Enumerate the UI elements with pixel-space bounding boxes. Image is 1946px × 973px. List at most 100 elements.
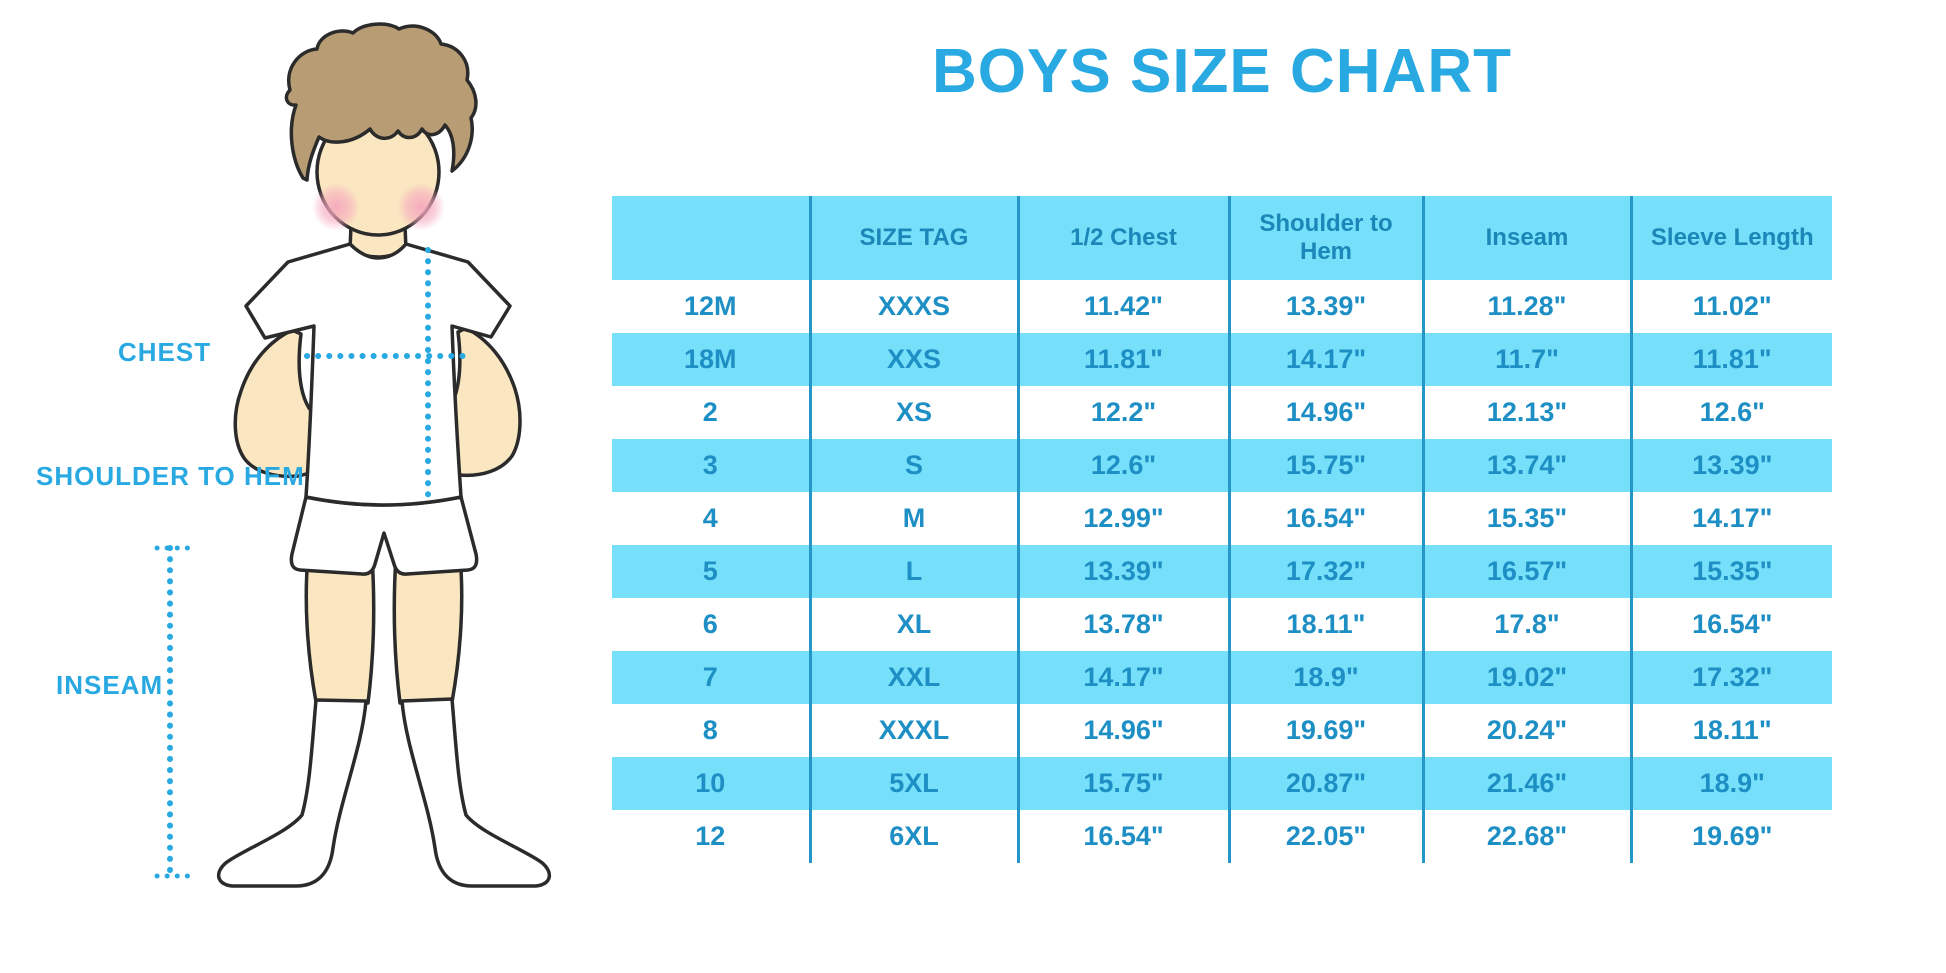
measurement-cell: 11.81": [1018, 333, 1231, 386]
measurement-cell: 12.6": [1631, 386, 1832, 439]
measurement-cell: 6XL: [810, 810, 1020, 863]
measurement-cell: 11.42": [1018, 280, 1231, 333]
size-row-4: 4 M 12.99" 16.54" 15.35" 14.17": [612, 492, 1832, 545]
size-table: SIZE TAG 1/2 Chest Shoulder to Hem Inseam Sl…: [612, 196, 1832, 863]
column-header-1-2-chest: 1/2 Chest: [1018, 196, 1231, 280]
measurement-cell: 15.35": [1423, 492, 1633, 545]
measurement-cell: 18.9": [1229, 651, 1425, 704]
size-table-body: 12M XXXS 11.42" 13.39" 11.28" 11.02" 18M XXS 11.…: [612, 280, 1832, 863]
measurement-cell: 12.13": [1423, 386, 1633, 439]
measurement-cell: 19.69": [1631, 810, 1832, 863]
age-size-cell: 12: [612, 810, 812, 863]
measurement-cell: 14.17": [1631, 492, 1832, 545]
boy-tshirt: [244, 242, 512, 507]
size-row-2: 2 XS 12.2" 14.96" 12.13" 12.6": [612, 386, 1832, 439]
age-size-cell: 8: [612, 704, 812, 757]
measurement-cell: 13.39": [1229, 280, 1425, 333]
inseam-label: INSEAM: [56, 670, 164, 700]
measurement-cell: 17.32": [1229, 545, 1425, 598]
age-size-cell: 7: [612, 651, 812, 704]
measurement-cell: XXL: [810, 651, 1020, 704]
measurement-cell: 16.54": [1229, 492, 1425, 545]
measurement-cell: 14.17": [1018, 651, 1231, 704]
size-row-3: 3 S 12.6" 15.75" 13.74" 13.39": [612, 439, 1832, 492]
size-row-10: 10 5XL 15.75" 20.87" 21.46" 18.9": [612, 757, 1832, 810]
size-row-18m: 18M XXS 11.81" 14.17" 11.7" 11.81": [612, 333, 1832, 386]
measurement-cell: XS: [810, 386, 1020, 439]
measurement-cell: 17.32": [1631, 651, 1832, 704]
size-row-5: 5 L 13.39" 17.32" 16.57" 15.35": [612, 545, 1832, 598]
measurement-cell: XL: [810, 598, 1020, 651]
boy-right-sock-foot: [400, 697, 552, 888]
measurement-cell: 12.6": [1018, 439, 1231, 492]
measurement-cell: 17.8": [1423, 598, 1633, 651]
measurement-cell: 18.11": [1229, 598, 1425, 651]
measurement-cell: 18.11": [1631, 704, 1832, 757]
age-size-cell: 12M: [612, 280, 812, 333]
boy-right-leg: [392, 554, 464, 705]
size-row-12: 12 6XL 16.54" 22.05" 22.68" 19.69": [612, 810, 1832, 863]
boy-figure-illustration: [154, 22, 552, 888]
age-size-cell: 4: [612, 492, 812, 545]
shoulder-to-hem-label: SHOULDER TO HEM: [36, 461, 305, 491]
measurement-cell: 11.7": [1423, 333, 1633, 386]
age-size-cell: 6: [612, 598, 812, 651]
measurement-cell: 16.54": [1631, 598, 1832, 651]
age-size-cell: 2: [612, 386, 812, 439]
measurement-cell: 11.81": [1631, 333, 1832, 386]
measurement-cell: 12.99": [1018, 492, 1231, 545]
age-size-cell: 10: [612, 757, 812, 810]
measurement-figure: CHEST SHOULDER TO HEM INSEAM: [0, 0, 580, 973]
measurement-cell: 11.02": [1631, 280, 1832, 333]
measurement-cell: 14.17": [1229, 333, 1425, 386]
boy-left-arm: [233, 328, 322, 479]
measurement-cell: 15.35": [1631, 545, 1832, 598]
measurement-cell: 12.2": [1018, 386, 1231, 439]
age-size-cell: 5: [612, 545, 812, 598]
measurement-cell: 13.78": [1018, 598, 1231, 651]
measurement-cell: 15.75": [1018, 757, 1231, 810]
measurement-cell: 13.39": [1018, 545, 1231, 598]
chest-label: CHEST: [118, 337, 212, 367]
boy-shorts: [289, 495, 479, 576]
column-header-shoulder-to-hem: Shoulder to Hem: [1229, 196, 1425, 280]
boy-cheek-left: [312, 183, 360, 231]
boy-left-leg: [304, 554, 376, 705]
size-row-7: 7 XXL 14.17" 18.9" 19.02" 17.32": [612, 651, 1832, 704]
boy-hair: [284, 22, 478, 182]
column-header-sleeve-length: Sleeve Length: [1631, 196, 1832, 280]
measurement-cell: 13.39": [1631, 439, 1832, 492]
age-size-cell: 3: [612, 439, 812, 492]
measurement-cell: XXS: [810, 333, 1020, 386]
measurement-cell: 20.87": [1229, 757, 1425, 810]
measurement-cell: 5XL: [810, 757, 1020, 810]
measurement-cell: 22.05": [1229, 810, 1425, 863]
age-size-cell: 18M: [612, 333, 812, 386]
column-header-inseam: Inseam: [1423, 196, 1633, 280]
measurement-cell: 16.54": [1018, 810, 1231, 863]
measurement-cell: 11.28": [1423, 280, 1633, 333]
size-table-container: SIZE TAG 1/2 Chest Shoulder to Hem Inseam Sl…: [612, 196, 1832, 863]
measurement-cell: 13.74": [1423, 439, 1633, 492]
measurement-cell: 16.57": [1423, 545, 1633, 598]
measurement-cell: 15.75": [1229, 439, 1425, 492]
size-row-6: 6 XL 13.78" 18.11" 17.8" 16.54": [612, 598, 1832, 651]
measurement-cell: S: [810, 439, 1020, 492]
measurement-cell: XXXS: [810, 280, 1020, 333]
size-row-8: 8 XXXL 14.96" 19.69" 20.24" 18.11": [612, 704, 1832, 757]
measurement-cell: L: [810, 545, 1020, 598]
size-table-header-row: SIZE TAG 1/2 Chest Shoulder to Hem Inseam Sl…: [612, 196, 1832, 280]
measurement-cell: M: [810, 492, 1020, 545]
boy-left-sock-foot: [216, 698, 368, 888]
measurement-cell: 14.96": [1018, 704, 1231, 757]
measurement-cell: 20.24": [1423, 704, 1633, 757]
measurement-cell: XXXL: [810, 704, 1020, 757]
measurement-cell: 14.96": [1229, 386, 1425, 439]
column-header-empty: [612, 196, 812, 280]
page-title: BOYS SIZE CHART: [932, 37, 1512, 106]
measurement-cell: 22.68": [1423, 810, 1633, 863]
measurement-cell: 19.02": [1423, 651, 1633, 704]
measurement-cell: 21.46": [1423, 757, 1633, 810]
boy-cheek-right: [397, 183, 445, 231]
